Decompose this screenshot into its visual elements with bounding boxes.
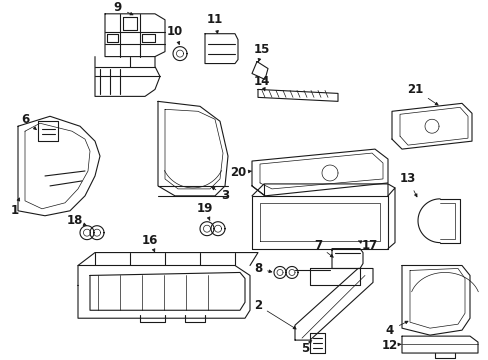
- Text: 8: 8: [253, 262, 271, 275]
- Text: 3: 3: [211, 187, 228, 202]
- Text: 12: 12: [381, 338, 400, 352]
- Text: 14: 14: [253, 75, 270, 91]
- Text: 2: 2: [253, 299, 296, 329]
- Text: 1: 1: [11, 198, 20, 217]
- Text: 18: 18: [67, 214, 86, 227]
- Text: 20: 20: [229, 166, 251, 180]
- Text: 21: 21: [406, 83, 437, 105]
- Text: 9: 9: [114, 1, 133, 15]
- Text: 4: 4: [385, 321, 407, 337]
- Text: 7: 7: [313, 239, 332, 257]
- Text: 15: 15: [253, 43, 270, 62]
- Text: 11: 11: [206, 13, 223, 33]
- Text: 10: 10: [166, 25, 183, 45]
- Text: 6: 6: [21, 113, 36, 130]
- Text: 5: 5: [300, 340, 311, 355]
- Text: 17: 17: [358, 239, 377, 252]
- Text: 19: 19: [196, 202, 213, 221]
- Text: 16: 16: [142, 234, 158, 252]
- Text: 13: 13: [399, 172, 416, 197]
